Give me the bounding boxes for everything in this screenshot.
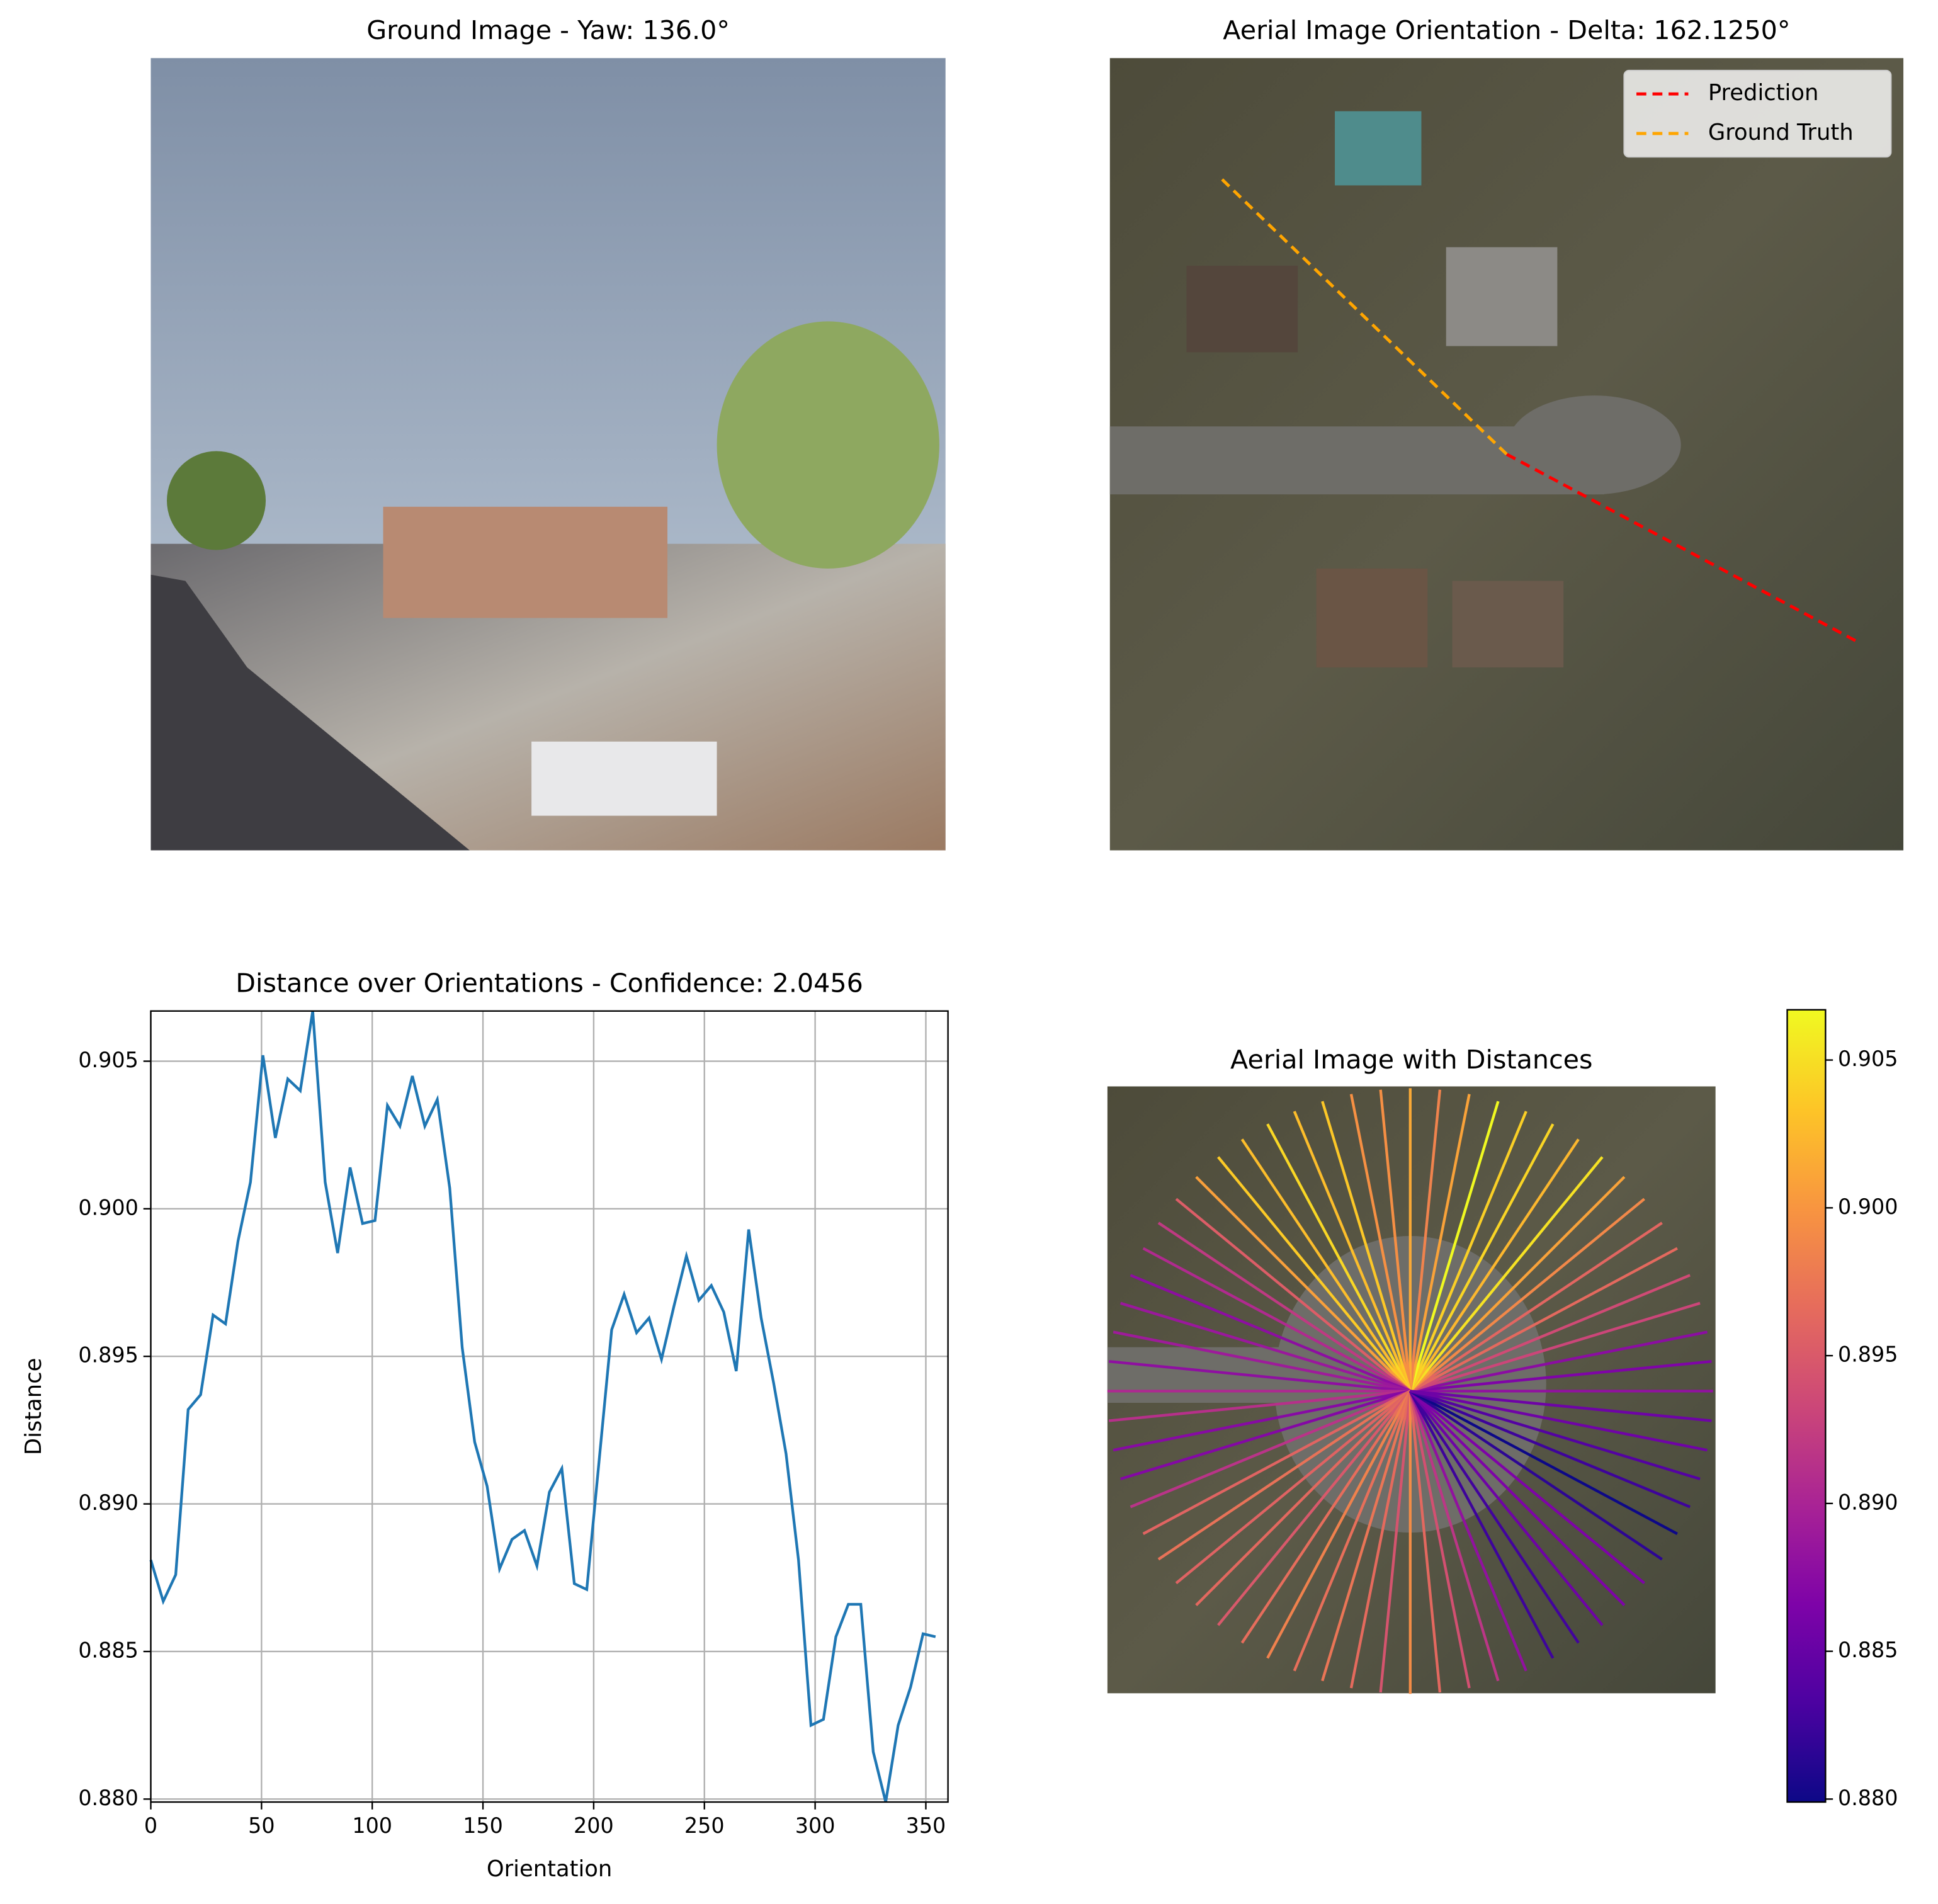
y-tick-label: 0.880 (78, 1786, 139, 1810)
ray (1409, 1390, 1691, 1509)
x-tick-label: 50 (248, 1813, 275, 1838)
y-tick-label: 0.905 (78, 1048, 139, 1072)
aerial-image (1109, 58, 1904, 851)
data-line (149, 1011, 936, 1803)
ray (1293, 1390, 1412, 1672)
legend-label: Prediction (1708, 80, 1819, 106)
ray (1113, 1390, 1411, 1452)
ray (1142, 1390, 1411, 1535)
ray (1409, 1176, 1626, 1392)
ray (1119, 1301, 1411, 1393)
ray (1410, 1390, 1712, 1422)
chart-title: Distance over Orientations - Confidence:… (235, 968, 863, 999)
ray (1321, 1101, 1412, 1391)
ray (1409, 1156, 1604, 1392)
x-axis-label: Orientation (487, 1856, 612, 1882)
chart-title: Aerial Image with Distances (1230, 1045, 1593, 1075)
ray (1410, 1301, 1701, 1393)
y-axis-label: Distance (21, 1358, 47, 1455)
y-tick-label: 0.890 (78, 1490, 139, 1515)
ray (1157, 1221, 1411, 1393)
ray (1408, 1138, 1580, 1392)
ray (1408, 1390, 1471, 1689)
legend-label: Ground Truth (1708, 120, 1854, 145)
ray (1142, 1247, 1411, 1393)
ray (1240, 1138, 1412, 1392)
ray (1408, 1391, 1442, 1693)
ray (1321, 1390, 1412, 1682)
y-tick-label: 0.895 (78, 1343, 139, 1368)
ray (1409, 1390, 1678, 1535)
ray (1349, 1094, 1412, 1391)
ray (1217, 1156, 1412, 1392)
ray (1119, 1390, 1411, 1481)
ray (1408, 1390, 1580, 1644)
ray (1175, 1198, 1412, 1393)
ray (1130, 1274, 1411, 1393)
ray (1379, 1089, 1412, 1391)
ray (1408, 1089, 1442, 1391)
ray (1408, 1390, 1555, 1659)
colorbar-tick-label: 0.885 (1838, 1638, 1898, 1662)
ray (1409, 1198, 1645, 1393)
chart-title: Ground Image - Yaw: 136.0° (366, 15, 730, 45)
ray (1266, 1390, 1412, 1659)
ray (1108, 1360, 1411, 1393)
ray (1409, 1274, 1691, 1393)
y-tick-label: 0.900 (78, 1195, 139, 1220)
ray (1408, 1101, 1500, 1391)
ray (1410, 1360, 1712, 1393)
ray (1408, 1123, 1555, 1392)
chart-title: Aerial Image Orientation - Delta: 162.12… (1223, 15, 1790, 45)
ground-image (150, 58, 946, 851)
x-tick-label: 200 (574, 1813, 614, 1838)
ray (1409, 1390, 1645, 1585)
ray (1293, 1111, 1412, 1392)
ray (1266, 1123, 1412, 1392)
legend-box (1623, 69, 1892, 158)
ray (1108, 1390, 1411, 1422)
ray (1217, 1390, 1412, 1626)
x-tick-label: 350 (906, 1813, 946, 1838)
axes-frame (150, 1010, 949, 1803)
ray (1195, 1390, 1412, 1606)
ray (1408, 1094, 1471, 1391)
ray (1349, 1390, 1412, 1689)
ray (1409, 1221, 1663, 1393)
colorbar-tick-label: 0.900 (1838, 1194, 1898, 1219)
x-tick-label: 250 (684, 1813, 725, 1838)
ray (1409, 1390, 1626, 1606)
ray (1409, 1390, 1663, 1561)
ray (1379, 1391, 1412, 1693)
ray (1130, 1390, 1411, 1509)
ray (1410, 1390, 1708, 1452)
colorbar-tick-label: 0.880 (1838, 1786, 1898, 1810)
ray (1157, 1390, 1411, 1561)
ray (1408, 1390, 1500, 1682)
ray (1409, 1390, 1604, 1626)
x-tick-label: 100 (352, 1813, 392, 1838)
colorbar-tick-label: 0.895 (1838, 1342, 1898, 1367)
x-tick-label: 300 (795, 1813, 836, 1838)
orientation-line (1220, 177, 1508, 456)
x-tick-label: 150 (463, 1813, 503, 1838)
x-tick-label: 0 (144, 1813, 157, 1838)
ray (1113, 1330, 1411, 1393)
ray (1175, 1390, 1412, 1585)
ray (1409, 1247, 1678, 1393)
colorbar-tick-label: 0.890 (1838, 1490, 1898, 1514)
colorbar (1786, 1009, 1827, 1803)
colorbar-tick-label: 0.905 (1838, 1046, 1898, 1071)
ray (1240, 1390, 1412, 1644)
ray (1410, 1390, 1701, 1481)
y-tick-label: 0.885 (78, 1638, 139, 1662)
ray (1410, 1330, 1708, 1393)
ray (1408, 1390, 1527, 1672)
ray (1195, 1176, 1412, 1392)
orientation-line (1505, 453, 1857, 643)
ray (1408, 1111, 1527, 1392)
